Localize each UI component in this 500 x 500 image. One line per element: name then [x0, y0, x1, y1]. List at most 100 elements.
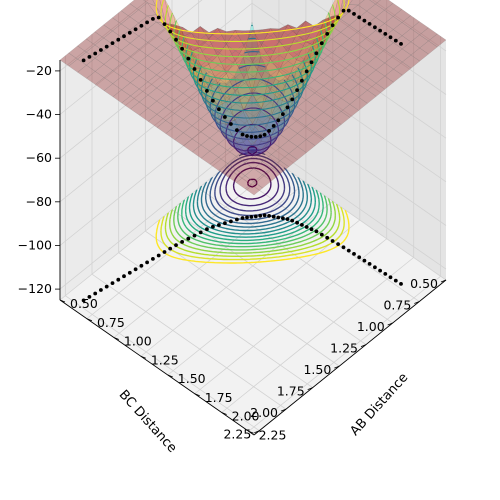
trajectory-point-surface-30 [253, 135, 258, 139]
surface-cell-171 [85, 31, 105, 46]
surface-cell-213 [120, 42, 140, 57]
surface-cell-331 [103, 83, 123, 98]
trajectory-point-surface-57 [388, 35, 393, 40]
trajectory-point-floor-40 [300, 223, 304, 227]
surface-cell-428 [332, 111, 351, 125]
floor-grid-y-2 [198, 187, 393, 324]
ab-tick-label-2: 1.00 [124, 334, 152, 349]
trajectory-point-floor-22 [211, 224, 215, 229]
surface-cell-137 [120, 16, 140, 31]
surface-cell-159 [199, 26, 218, 40]
trajectory-point-surface-40 [300, 78, 304, 83]
surface-cell-307 [314, 59, 333, 74]
surface-cell-303 [243, 62, 263, 77]
surface-cell-430 [182, 125, 202, 140]
trajectory-point-surface-35 [276, 118, 281, 123]
surface-cell-433 [235, 122, 254, 137]
surface-cell-439 [174, 132, 193, 147]
trajectory-point-surface-22 [211, 98, 215, 103]
surface-cell-472 [262, 154, 281, 169]
surface-cell-236 [147, 48, 166, 62]
trajectory-point-floor-3 [99, 288, 103, 292]
wall-grid-z-1 [59, 0, 447, 115]
ab-tick-label-0: 0.50 [70, 296, 98, 311]
surface-cell-462 [297, 139, 316, 154]
ab-tick-label-6: 2.00 [232, 409, 260, 424]
surface-cell-77 [340, 0, 348, 11]
trajectory-point-floor-26 [235, 217, 239, 222]
surface-cell-272 [401, 41, 421, 56]
surface-cell-239 [199, 45, 219, 60]
surface-cell-276 [112, 63, 131, 77]
trajectory-point-floor-52 [362, 258, 367, 263]
surface-cell-257 [138, 55, 157, 69]
surface-cell-297 [138, 68, 158, 83]
surface-cell-234 [112, 49, 131, 64]
surface-cell-480 [262, 167, 281, 182]
surface-cell-446 [297, 126, 316, 140]
surface-cell-329 [375, 62, 394, 77]
trajectory-point-surface-56 [383, 32, 388, 36]
trajectory-point-floor-27 [240, 216, 245, 220]
surface-cell-463 [200, 150, 220, 165]
surface-cell-320 [217, 70, 237, 85]
surface-cell-228 [384, 29, 403, 44]
surface-cell-467 [270, 147, 290, 162]
surface-cell-447 [314, 125, 333, 139]
surface-cell-368 [191, 91, 210, 106]
surface-cell-402 [296, 99, 316, 114]
trajectory-point-surface-44 [319, 41, 324, 46]
ab-tick-mark-4 [167, 374, 173, 378]
surface-cell-471 [244, 155, 263, 169]
surface-cell-317 [165, 73, 184, 88]
trajectory-point-floor-46 [330, 239, 335, 243]
surface-cell-473 [279, 153, 299, 168]
trajectory-point-floor-44 [319, 232, 324, 237]
trajectory-point-floor-6 [116, 277, 121, 282]
floor-contour-11 [184, 189, 320, 242]
surface-cell-418 [156, 120, 175, 134]
trajectory-point-surface-8 [127, 30, 132, 35]
trajectory-point-floor-13 [156, 253, 161, 258]
surface-cell-188 [384, 16, 403, 30]
surface-cell-255 [103, 56, 122, 71]
trajectory-point-surface-0 [81, 58, 86, 63]
surface-cell-190 [77, 38, 96, 53]
surface-cell-349 [130, 88, 149, 103]
trajectory-point-surface-4 [104, 44, 109, 49]
trajectory-point-surface-28 [245, 134, 249, 138]
trajectory-point-surface-42 [309, 60, 314, 65]
surface-cell-391 [340, 90, 360, 105]
trajectory-point-floor-31 [258, 213, 263, 218]
floor-contour-2 [225, 161, 280, 207]
surface-cell-476 [253, 161, 272, 176]
surface-cell-407 [165, 113, 184, 127]
trajectory-point-floor-57 [388, 275, 393, 280]
surface-cell-419 [174, 119, 193, 134]
bc-tick-label-5: 1.75 [277, 384, 305, 399]
ab-tick-label-5: 1.75 [205, 390, 233, 405]
trajectory-point-floor-24 [223, 221, 227, 226]
surface-cell-438 [323, 118, 342, 132]
trajectory-point-surface-7 [122, 34, 126, 39]
surface-cell-483 [244, 181, 264, 196]
surface-cell-115 [296, 41, 315, 64]
surface-cell-310 [366, 56, 386, 71]
surface-cell-233 [94, 50, 114, 65]
surface-cell-206 [357, 23, 377, 38]
trajectory-point-surface-59 [399, 42, 403, 46]
bc-tick-label-4: 1.50 [303, 362, 331, 377]
surface-cell-232 [77, 51, 96, 66]
surface-cell-364 [121, 95, 140, 110]
trajectory-point-floor-49 [346, 248, 351, 253]
surface-cell-377 [349, 83, 368, 98]
floor-pane [60, 145, 446, 435]
trajectory-point-surface-31 [258, 134, 263, 139]
floor-contour-16 [164, 203, 341, 257]
surface-cell-284 [252, 55, 272, 70]
trajectory-point-surface-26 [235, 128, 239, 133]
surface-cell-227 [366, 30, 385, 44]
surface-cell-417 [340, 103, 360, 118]
